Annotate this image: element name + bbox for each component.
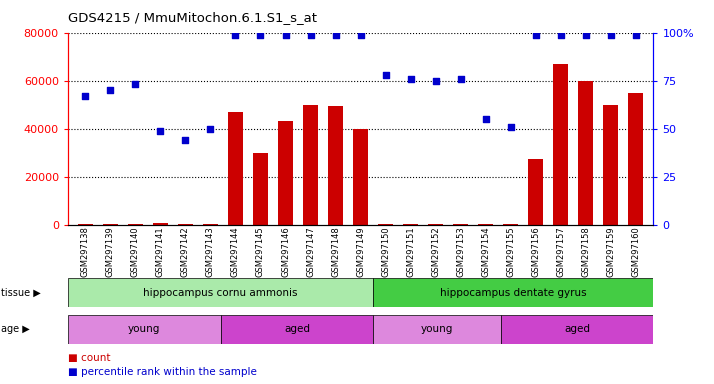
Point	[430, 78, 441, 84]
Text: age ▶: age ▶	[1, 324, 29, 334]
Bar	[453, 224, 468, 225]
Text: GDS4215 / MmuMitochon.6.1.S1_s_at: GDS4215 / MmuMitochon.6.1.S1_s_at	[68, 12, 317, 25]
Bar	[553, 64, 568, 225]
Bar	[203, 224, 218, 225]
Point	[305, 31, 316, 38]
Text: aged: aged	[284, 324, 310, 334]
Bar	[303, 105, 318, 225]
Bar	[221, 315, 373, 344]
Bar	[68, 278, 373, 307]
Point	[105, 87, 116, 93]
Point	[405, 76, 416, 82]
Text: ■ percentile rank within the sample: ■ percentile rank within the sample	[68, 367, 257, 377]
Text: tissue ▶: tissue ▶	[1, 288, 41, 298]
Bar	[153, 223, 168, 225]
Text: hippocampus dentate gyrus: hippocampus dentate gyrus	[440, 288, 587, 298]
Point	[630, 31, 641, 38]
Bar	[628, 93, 643, 225]
Point	[455, 76, 466, 82]
Bar	[578, 81, 593, 225]
Bar	[528, 159, 543, 225]
Point	[280, 31, 291, 38]
Point	[180, 137, 191, 143]
Point	[580, 31, 591, 38]
Point	[80, 93, 91, 99]
Text: young: young	[128, 324, 161, 334]
Bar	[353, 129, 368, 225]
Bar	[603, 105, 618, 225]
Point	[505, 124, 516, 130]
Point	[480, 116, 491, 122]
Bar	[501, 315, 653, 344]
Point	[255, 31, 266, 38]
Bar	[278, 121, 293, 225]
Point	[205, 126, 216, 132]
Bar	[478, 224, 493, 225]
Bar	[103, 224, 118, 225]
Point	[330, 31, 341, 38]
Bar	[428, 224, 443, 225]
Bar	[253, 153, 268, 225]
Bar	[178, 224, 193, 225]
Point	[605, 31, 616, 38]
Point	[380, 72, 391, 78]
Text: hippocampus cornu ammonis: hippocampus cornu ammonis	[144, 288, 298, 298]
Bar	[328, 106, 343, 225]
Point	[155, 127, 166, 134]
Bar	[378, 224, 393, 225]
Point	[230, 31, 241, 38]
Bar	[403, 224, 418, 225]
Bar	[373, 315, 501, 344]
Text: young: young	[421, 324, 453, 334]
Bar	[78, 224, 93, 225]
Bar	[503, 224, 518, 225]
Point	[130, 81, 141, 88]
Text: ■ count: ■ count	[68, 353, 111, 363]
Bar	[228, 112, 243, 225]
Bar	[373, 278, 653, 307]
Text: aged: aged	[564, 324, 590, 334]
Point	[530, 31, 541, 38]
Point	[355, 31, 366, 38]
Point	[555, 31, 566, 38]
Bar	[128, 224, 143, 225]
Bar	[68, 315, 221, 344]
